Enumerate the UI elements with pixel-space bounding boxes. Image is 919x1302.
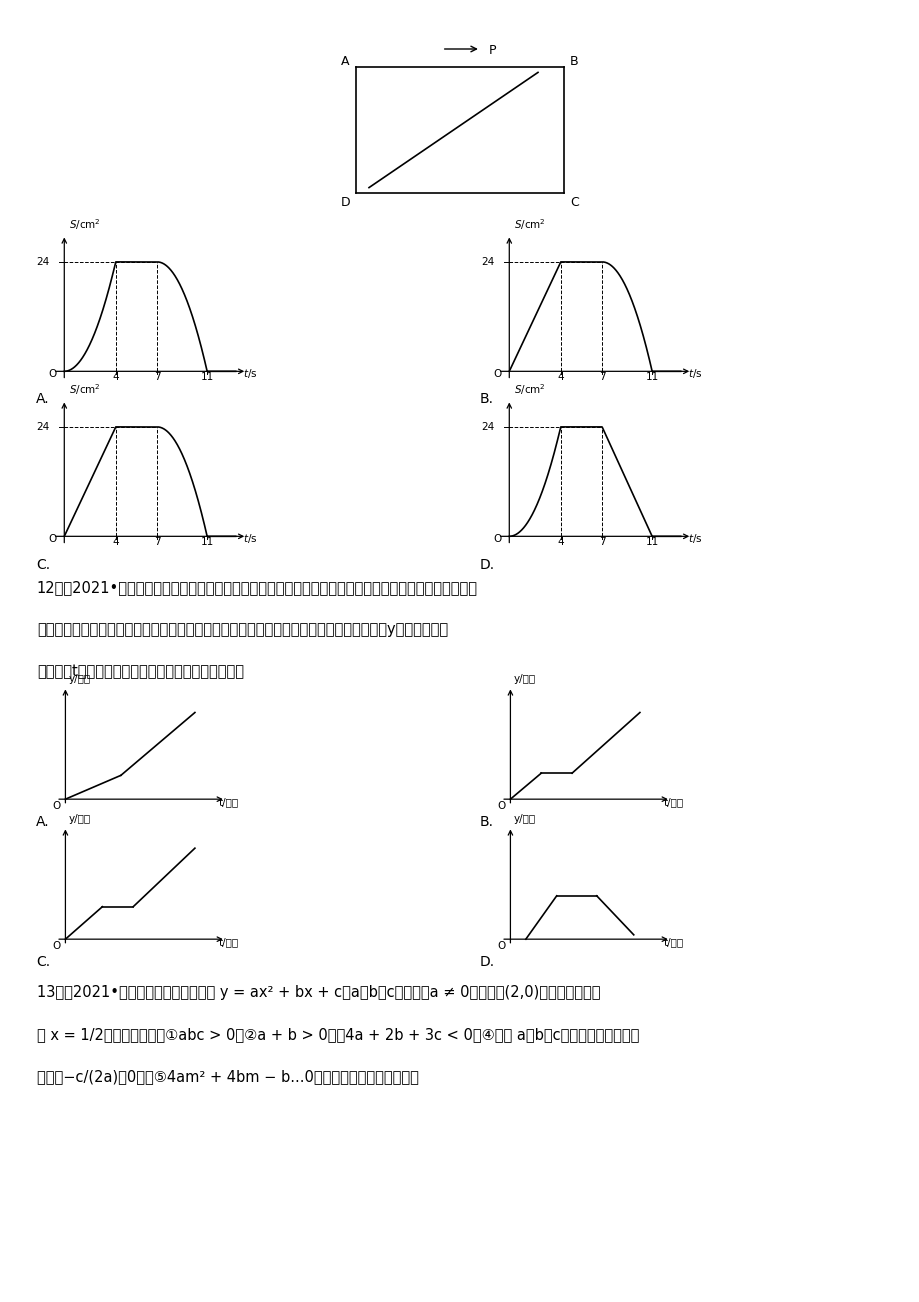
- Text: t/小时: t/小时: [219, 797, 239, 807]
- Text: O: O: [496, 801, 505, 811]
- Text: 7: 7: [153, 372, 160, 383]
- Text: $S$/cm$^2$: $S$/cm$^2$: [513, 383, 545, 397]
- Text: $t$/s: $t$/s: [243, 367, 257, 380]
- Text: C.: C.: [36, 954, 50, 969]
- Text: 4: 4: [112, 538, 119, 547]
- Text: $S$/cm$^2$: $S$/cm$^2$: [69, 217, 100, 232]
- Text: C.: C.: [36, 559, 50, 572]
- Text: $S$/cm$^2$: $S$/cm$^2$: [513, 217, 545, 232]
- Text: A: A: [341, 55, 349, 68]
- Text: 24: 24: [482, 422, 494, 432]
- Text: 12．（2021•海南）李叔叔开车上班，最初以某一速度匀速行驶，中途停车加油耗误了几分钟，为了按时到: 12．（2021•海南）李叔叔开车上班，最初以某一速度匀速行驶，中途停车加油耗误…: [37, 579, 477, 595]
- Text: B.: B.: [480, 392, 494, 406]
- Text: t/小时: t/小时: [663, 937, 683, 948]
- Text: 经过（−c/(2a)，0）；⑤4am² + 4bm − b...0．其中正确结论有（　　）: 经过（−c/(2a)，0）；⑤4am² + 4bm − b...0．其中正确结论…: [37, 1069, 418, 1085]
- Text: D: D: [340, 195, 350, 208]
- Text: 11: 11: [200, 538, 213, 547]
- Text: O: O: [494, 368, 502, 379]
- Text: 单位，李叔叔在不违反交通规则的前提下加快了速度，仔保持匀速行驶，则汽车行驶的路程y（千米）与行: 单位，李叔叔在不违反交通规则的前提下加快了速度，仔保持匀速行驶，则汽车行驶的路程…: [37, 622, 448, 637]
- Text: 驶的时间t（小时）的函数关系的大致图像是（　　）: 驶的时间t（小时）的函数关系的大致图像是（ ）: [37, 664, 244, 680]
- Text: $t$/s: $t$/s: [687, 367, 701, 380]
- Text: $t$/s: $t$/s: [243, 533, 257, 546]
- Text: t/小时: t/小时: [219, 937, 239, 948]
- Text: y/千米: y/千米: [513, 674, 535, 685]
- Text: 4: 4: [557, 372, 563, 383]
- Text: B.: B.: [480, 815, 494, 829]
- Text: t/小时: t/小时: [663, 797, 683, 807]
- Text: 24: 24: [482, 256, 494, 267]
- Text: 7: 7: [598, 372, 605, 383]
- Text: D.: D.: [480, 954, 494, 969]
- Text: P: P: [488, 44, 495, 57]
- Text: 7: 7: [153, 538, 160, 547]
- Text: 7: 7: [598, 538, 605, 547]
- Text: 13．（2021•达州）如图，已知抛物线 y = ax² + bx + c（a，b，c为常数，a ≠ 0）经过点(2,0)，且对称轴为直: 13．（2021•达州）如图，已知抛物线 y = ax² + bx + c（a，…: [37, 986, 600, 1000]
- Text: O: O: [496, 940, 505, 950]
- Text: D.: D.: [480, 559, 494, 572]
- Text: 24: 24: [37, 422, 50, 432]
- Text: O: O: [52, 801, 61, 811]
- Text: O: O: [49, 534, 57, 544]
- Text: y/千米: y/千米: [68, 814, 91, 824]
- Text: O: O: [494, 534, 502, 544]
- Text: 11: 11: [645, 372, 658, 383]
- Text: 4: 4: [557, 538, 563, 547]
- Text: 线 x = 1/2，有下列结论：①abc > 0；②a + b > 0；⍢4a + 2b + 3c < 0；④无论 a，b，c取何値，抛物线一定: 线 x = 1/2，有下列结论：①abc > 0；②a + b > 0；⍢4a …: [37, 1027, 639, 1042]
- Text: 4: 4: [112, 372, 119, 383]
- Text: 11: 11: [645, 538, 658, 547]
- Text: $t$/s: $t$/s: [687, 533, 701, 546]
- Text: y/千米: y/千米: [513, 814, 535, 824]
- Text: A.: A.: [36, 815, 50, 829]
- Text: O: O: [49, 368, 57, 379]
- Text: 11: 11: [200, 372, 213, 383]
- Text: O: O: [52, 940, 61, 950]
- Text: B: B: [570, 55, 578, 68]
- Text: A.: A.: [36, 392, 50, 406]
- Text: y/千米: y/千米: [68, 674, 91, 685]
- Text: 24: 24: [37, 256, 50, 267]
- Text: $S$/cm$^2$: $S$/cm$^2$: [69, 383, 100, 397]
- Text: C: C: [570, 195, 578, 208]
